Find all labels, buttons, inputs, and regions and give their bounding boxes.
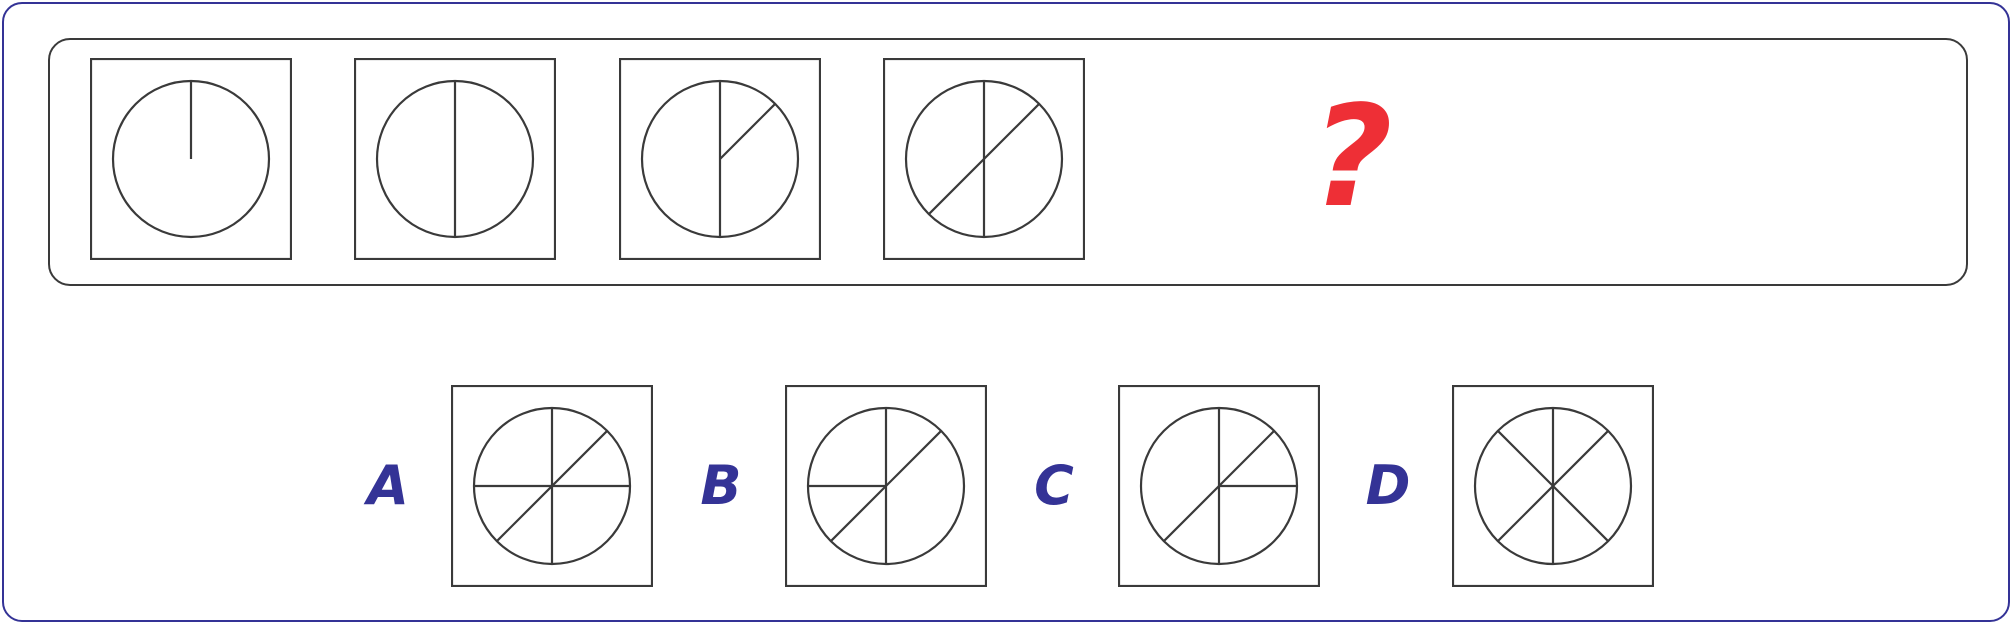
tile-border	[619, 58, 821, 260]
tile-border	[90, 58, 292, 260]
sequence-figure-4	[883, 58, 1085, 260]
diagonal-diameter-line	[496, 430, 608, 542]
option-b-label[interactable]: B	[700, 454, 742, 517]
missing-figure-marker: ?	[1311, 76, 1393, 239]
option-d-label[interactable]: D	[1365, 454, 1411, 517]
tile-border	[354, 58, 556, 260]
diagonal-diameter-line	[830, 430, 942, 542]
option-d-figure[interactable]	[1452, 385, 1654, 587]
sequence-figure-3	[619, 58, 821, 260]
option-a-label[interactable]: A	[367, 454, 409, 517]
anti-diagonal-diameter-line	[1497, 430, 1609, 542]
tile-border	[785, 385, 987, 587]
option-b-figure[interactable]	[785, 385, 987, 587]
diagonal-diameter-line	[928, 103, 1040, 215]
sequence-figure-1	[90, 58, 292, 260]
tile-border	[1452, 385, 1654, 587]
tile-border	[883, 58, 1085, 260]
diagonal-diameter-line	[1163, 430, 1275, 542]
tile-border	[451, 385, 653, 587]
option-c-label[interactable]: C	[1034, 454, 1074, 517]
tile-border	[1118, 385, 1320, 587]
sequence-figure-2	[354, 58, 556, 260]
option-c-figure[interactable]	[1118, 385, 1320, 587]
diagonal-radius-line	[719, 103, 776, 160]
sequence-panel	[48, 38, 1968, 286]
option-a-figure[interactable]	[451, 385, 653, 587]
